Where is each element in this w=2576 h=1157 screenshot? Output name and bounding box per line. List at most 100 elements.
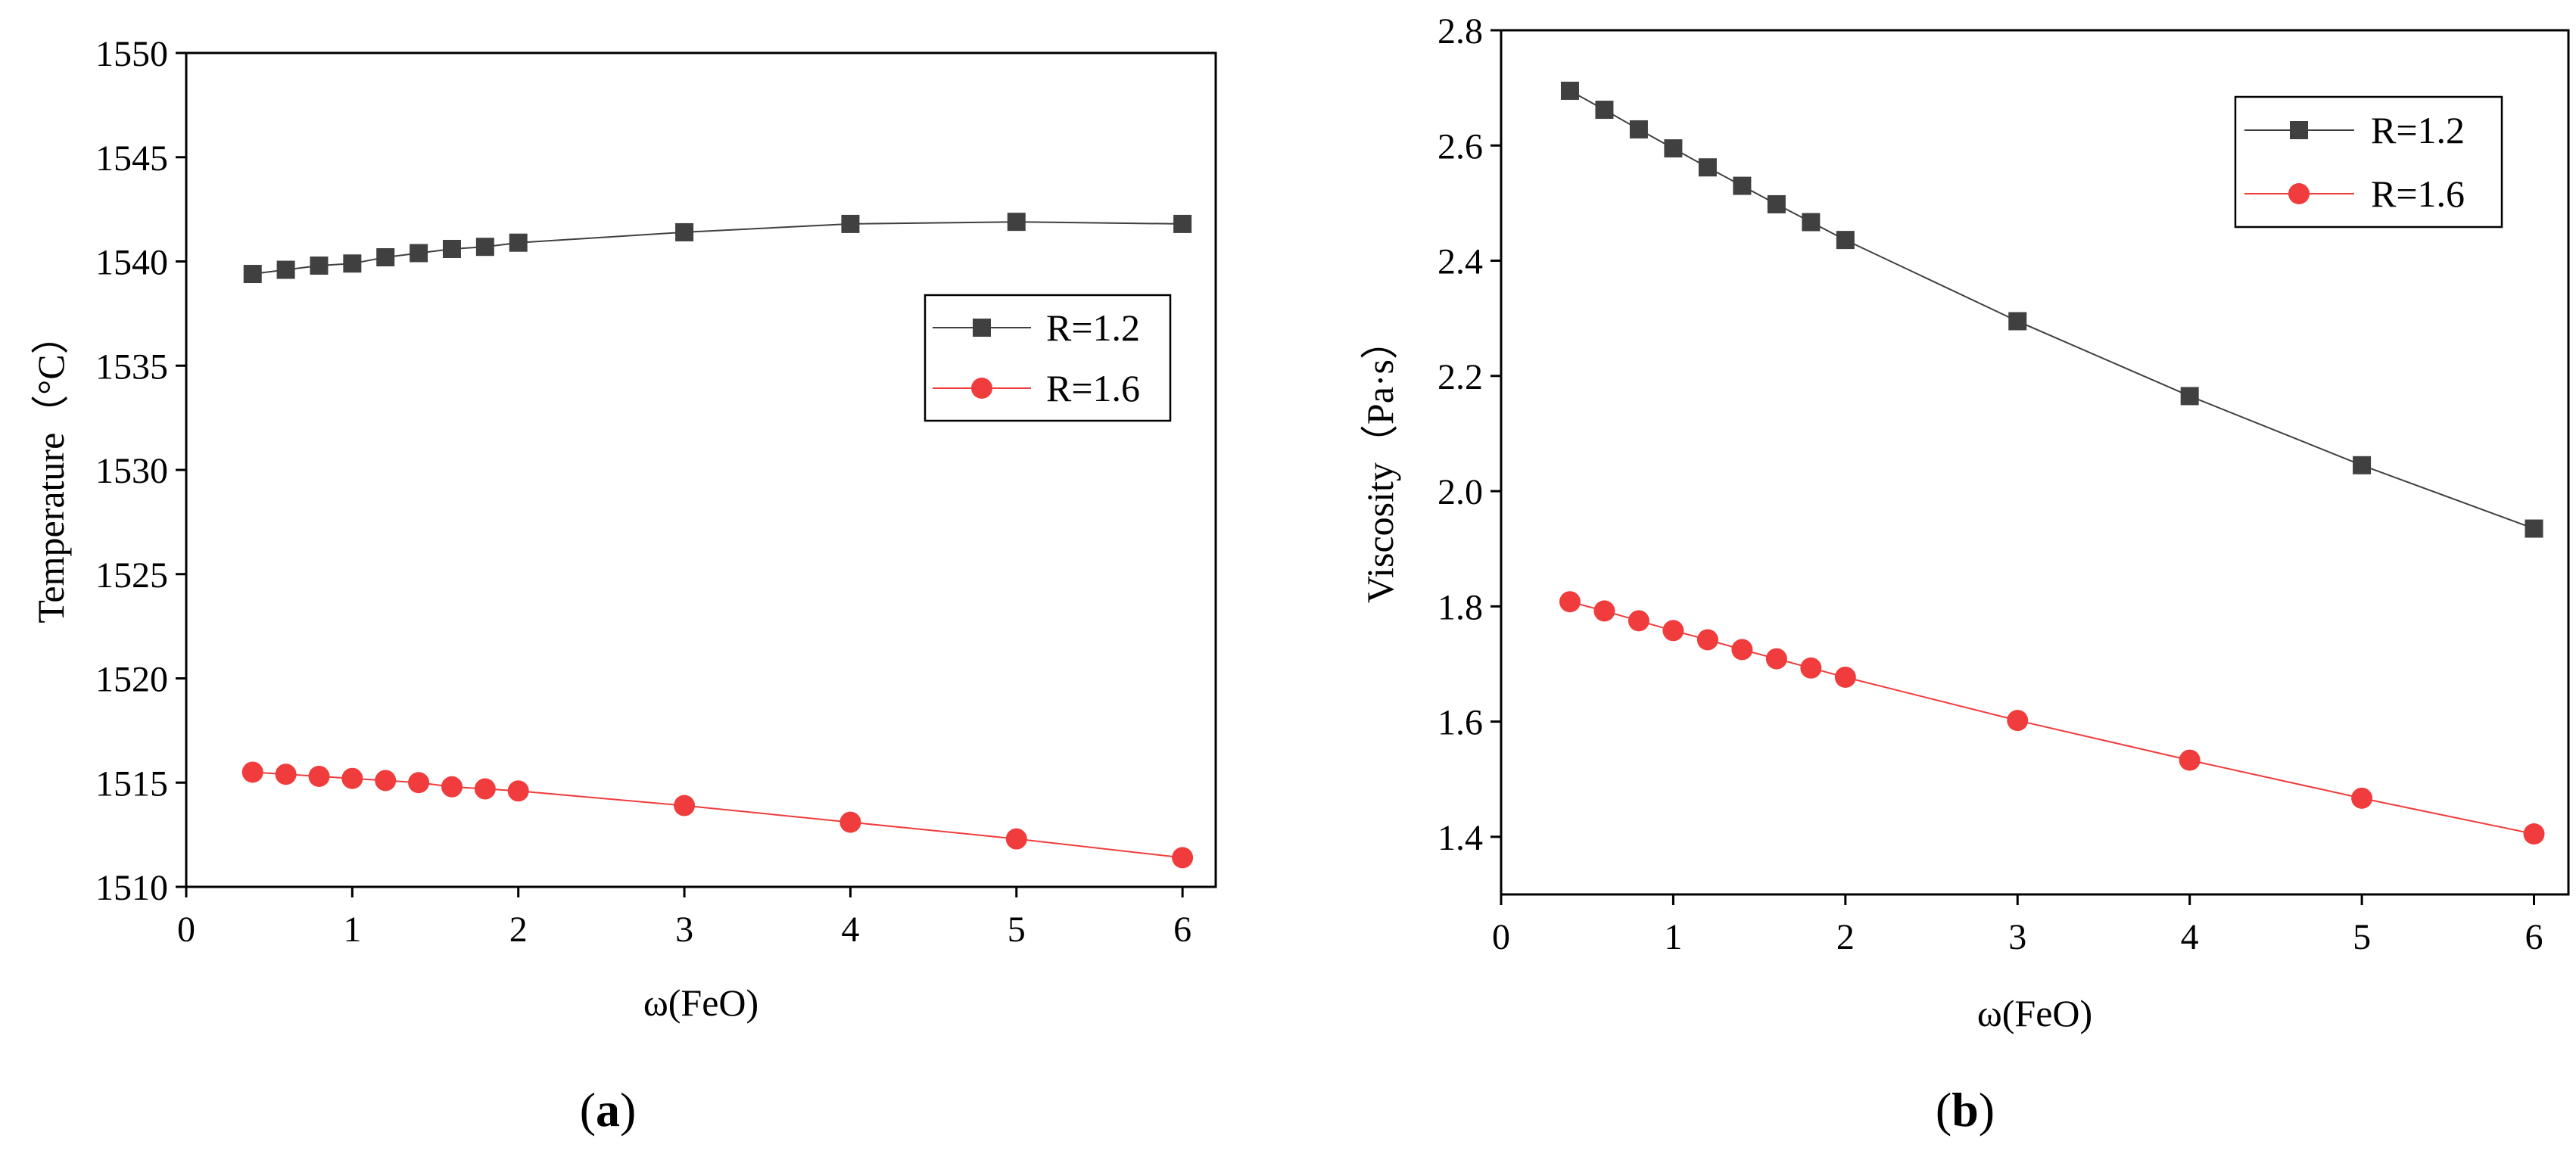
y-tick-label-b-3: 2.0: [1438, 472, 1483, 512]
data-point-b-s1-6: [1765, 648, 1787, 670]
data-point-a-s0-10: [841, 214, 860, 233]
data-point-a-s1-12: [1172, 847, 1194, 869]
data-point-a-s0-0: [243, 265, 262, 284]
data-point-b-s1-7: [1800, 657, 1822, 679]
data-point-b-s0-2: [1629, 120, 1648, 138]
data-point-b-s1-2: [1628, 610, 1649, 632]
data-point-b-s0-8: [1836, 231, 1855, 250]
data-point-b-s0-6: [1767, 194, 1786, 213]
y-tick-label-a-5: 1535: [95, 347, 168, 387]
plot-frame-a: [185, 51, 1217, 888]
y-tick-label-a-6: 1540: [95, 243, 168, 283]
data-point-b-s0-1: [1595, 101, 1614, 120]
data-point-a-s1-1: [275, 764, 297, 785]
x-tick-label-b-5: 5: [2353, 917, 2371, 957]
data-point-b-s1-3: [1662, 620, 1684, 642]
data-point-a-s1-2: [308, 765, 330, 787]
x-tick-label-a-1: 1: [343, 910, 361, 950]
data-point-a-s0-5: [410, 244, 428, 263]
panel-label-a: (a): [580, 1083, 637, 1137]
data-point-b-s1-1: [1593, 600, 1615, 622]
data-point-b-s1-8: [1834, 666, 1856, 688]
data-point-a-s0-8: [509, 233, 528, 252]
panel-label-b-close: ): [1979, 1083, 1995, 1137]
y-axis-title-b: Viscosity（Pa·s）: [1359, 322, 1401, 603]
data-point-a-s1-6: [441, 776, 463, 798]
data-point-b-s0-11: [2353, 456, 2372, 474]
legend-label-r16-a: R=1.6: [1046, 367, 1140, 409]
x-axis-title-b: ω(FeO): [1977, 992, 2092, 1034]
legend-label-r16-b: R=1.6: [2371, 173, 2465, 215]
data-point-b-s1-12: [2523, 823, 2545, 845]
data-point-b-s1-0: [1559, 591, 1581, 613]
data-point-b-s1-11: [2351, 787, 2373, 809]
data-point-a-s1-9: [674, 795, 696, 816]
data-point-b-s0-12: [2525, 519, 2543, 538]
y-tick-label-a-8: 1550: [95, 34, 168, 74]
data-point-a-s1-10: [839, 811, 861, 833]
y-tick-label-b-0: 1.4: [1438, 818, 1483, 858]
data-point-a-s1-5: [408, 772, 430, 794]
x-tick-label-a-4: 4: [841, 910, 859, 950]
legend-label-r12-a: R=1.2: [1046, 306, 1140, 349]
data-point-b-s0-0: [1560, 81, 1579, 100]
panel-label-a-letter: a: [596, 1083, 620, 1137]
y-tick-label-a-2: 1520: [95, 660, 168, 700]
y-axis-title-a: Temperature（°C）: [30, 316, 72, 623]
x-tick-label-b-6: 6: [2525, 917, 2543, 957]
legend-b: R=1.2 R=1.6: [2234, 95, 2503, 229]
data-point-b-s1-5: [1731, 639, 1753, 661]
legend-box-b: [2234, 95, 2503, 229]
y-tick-label-a-7: 1545: [95, 138, 168, 179]
panel-label-b-letter: b: [1951, 1083, 1979, 1137]
y-tick-label-b-5: 2.4: [1438, 242, 1483, 282]
x-tick-label-b-4: 4: [2181, 917, 2199, 957]
data-point-a-s0-11: [1007, 213, 1026, 232]
data-markers-a: [241, 213, 1194, 869]
panel-label-a-close: ): [620, 1083, 636, 1137]
data-point-a-s0-7: [475, 238, 494, 257]
legend-box-a: [924, 294, 1172, 422]
x-axis-title-a: ω(FeO): [643, 981, 758, 1024]
legend-marker-circle-b: [2288, 183, 2310, 204]
x-tick-label-a-2: 2: [509, 910, 528, 950]
x-tick-label-b-2: 2: [1836, 917, 1855, 957]
data-point-b-s1-4: [1696, 629, 1718, 651]
legend-a: R=1.2 R=1.6: [924, 294, 1172, 422]
chart-panel-a: 0 1 2 3 4 5 6 1510 1515 1520 1525 1530 1535 1540 1545 1…: [30, 34, 1217, 1137]
data-point-b-s0-4: [1698, 158, 1717, 177]
legend-marker-square-b: [2290, 121, 2308, 139]
y-tick-label-b-2: 1.8: [1438, 587, 1483, 627]
y-tick-label-a-1: 1515: [95, 764, 168, 804]
x-tick-label-b-3: 3: [2008, 917, 2026, 957]
y-tick-label-a-4: 1530: [95, 451, 168, 491]
data-point-b-s0-9: [2008, 312, 2027, 331]
data-point-b-s0-5: [1733, 176, 1752, 195]
data-point-a-s1-11: [1005, 828, 1027, 850]
legend-label-r12-b: R=1.2: [2371, 109, 2465, 151]
data-point-a-s1-8: [507, 780, 529, 802]
axis-ticks-b: 0 1 2 3 4 5 6 1.4 1.6 1.8 2.0 2.2 2.4 2.6 2.8: [1438, 11, 2543, 957]
data-point-a-s1-7: [474, 778, 496, 800]
x-tick-label-a-5: 5: [1008, 910, 1026, 950]
data-point-a-s1-4: [375, 770, 397, 792]
legend-marker-square-a: [973, 319, 991, 337]
x-tick-label-a-0: 0: [177, 910, 195, 950]
x-tick-label-a-3: 3: [675, 910, 693, 950]
y-tick-label-b-1: 1.6: [1438, 703, 1483, 743]
x-tick-label-a-6: 6: [1173, 910, 1191, 950]
data-point-b-s0-10: [2180, 387, 2199, 406]
data-point-a-s0-4: [376, 247, 395, 266]
data-point-a-s1-3: [341, 767, 363, 789]
axis-ticks-a: 0 1 2 3 4 5 6 1510 1515 1520 1525 1530 1535 1540 1545 1…: [95, 34, 1191, 950]
plot-frame-b: [1500, 29, 2570, 896]
panel-label-a-open: (: [580, 1083, 596, 1137]
data-point-b-s0-7: [1802, 213, 1821, 232]
y-tick-label-a-3: 1525: [95, 555, 168, 596]
data-point-a-s0-2: [310, 257, 329, 275]
data-point-a-s0-6: [442, 239, 461, 258]
data-point-a-s0-9: [675, 222, 694, 241]
x-tick-label-b-1: 1: [1664, 917, 1682, 957]
data-markers-b: [1559, 81, 2545, 845]
